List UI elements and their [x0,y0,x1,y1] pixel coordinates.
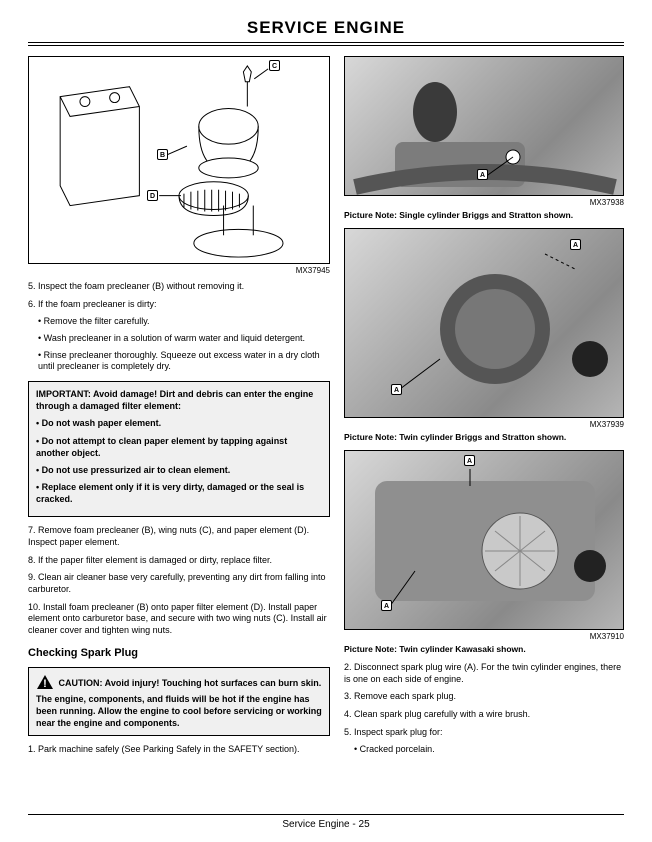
photo3-note: Picture Note: Twin cylinder Kawasaki sho… [344,644,624,654]
important-item-2: Do not attempt to clean paper element by… [36,436,287,458]
bullet-remove: Remove the filter carefully. [28,316,330,328]
photo3-marker-a-top: A [464,455,475,466]
important-box: IMPORTANT: Avoid damage! Dirt and debris… [28,381,330,517]
step-5: 5. Inspect the foam precleaner (B) witho… [28,281,330,293]
photo3-code: MX37910 [344,632,624,641]
right-column: A MX37938 Picture Note: Single cylinder … [344,56,624,762]
r-step-2: 2. Disconnect spark plug wire (A). For t… [344,662,624,685]
important-item-4: Replace element only if it is very dirty… [36,482,304,504]
content-columns: B C D MX37945 5. Inspect the foam precle… [28,56,624,762]
header-rule [28,42,624,46]
caution-text: CAUTION: Avoid injury! Touching hot surf… [36,678,322,728]
photo2-marker-a-top: A [570,239,581,250]
diagram-marker-d: D [147,190,158,201]
photo-briggs-single: A [344,56,624,196]
r-bullet-1: Cracked porcelain. [344,744,624,756]
photo1-note: Picture Note: Single cylinder Briggs and… [344,210,624,220]
photo2-note: Picture Note: Twin cylinder Briggs and S… [344,432,624,442]
step-7: 7. Remove foam precleaner (B), wing nuts… [28,525,330,548]
important-lead: IMPORTANT: Avoid damage! Dirt and debris… [36,389,313,411]
page-title: SERVICE ENGINE [28,18,624,42]
warning-icon: ! [36,674,54,693]
svg-text:!: ! [43,678,47,690]
r-step-3: 3. Remove each spark plug. [344,691,624,703]
footer-label: Service Engine - 25 [282,819,369,830]
diagram-marker-b: B [157,149,168,160]
bullet-wash: Wash precleaner in a solution of warm wa… [28,333,330,345]
photo2-code: MX37939 [344,420,624,429]
page-footer: Service Engine - 25 [28,814,624,830]
step-10: 10. Install foam precleaner (B) onto pap… [28,602,330,637]
photo-briggs-twin: A A [344,228,624,418]
important-item-1: Do not wash paper element. [42,418,162,428]
bullet-rinse: Rinse precleaner thoroughly. Squeeze out… [28,350,330,373]
photo-kawasaki-twin: A A [344,450,624,630]
photo1-marker-a: A [477,169,488,180]
step-park: 1. Park machine safely (See Parking Safe… [28,744,330,756]
photo1-code: MX37938 [344,198,624,207]
photo3-marker-a-bottom: A [381,600,392,611]
important-item-3: Do not use pressurized air to clean elem… [42,465,231,475]
diagram-code: MX37945 [28,266,330,275]
photo2-marker-a-bottom: A [391,384,402,395]
step-9: 9. Clean air cleaner base very carefully… [28,572,330,595]
r-step-4: 4. Clean spark plug carefully with a wir… [344,709,624,721]
step-8: 8. If the paper filter element is damage… [28,555,330,567]
spark-plug-heading: Checking Spark Plug [28,647,330,659]
diagram-marker-c: C [269,60,280,71]
r-step-5: 5. Inspect spark plug for: [344,727,624,739]
caution-box: ! CAUTION: Avoid injury! Touching hot su… [28,667,330,737]
step-6: 6. If the foam precleaner is dirty: [28,299,330,311]
air-cleaner-diagram: B C D [28,56,330,264]
left-column: B C D MX37945 5. Inspect the foam precle… [28,56,330,762]
